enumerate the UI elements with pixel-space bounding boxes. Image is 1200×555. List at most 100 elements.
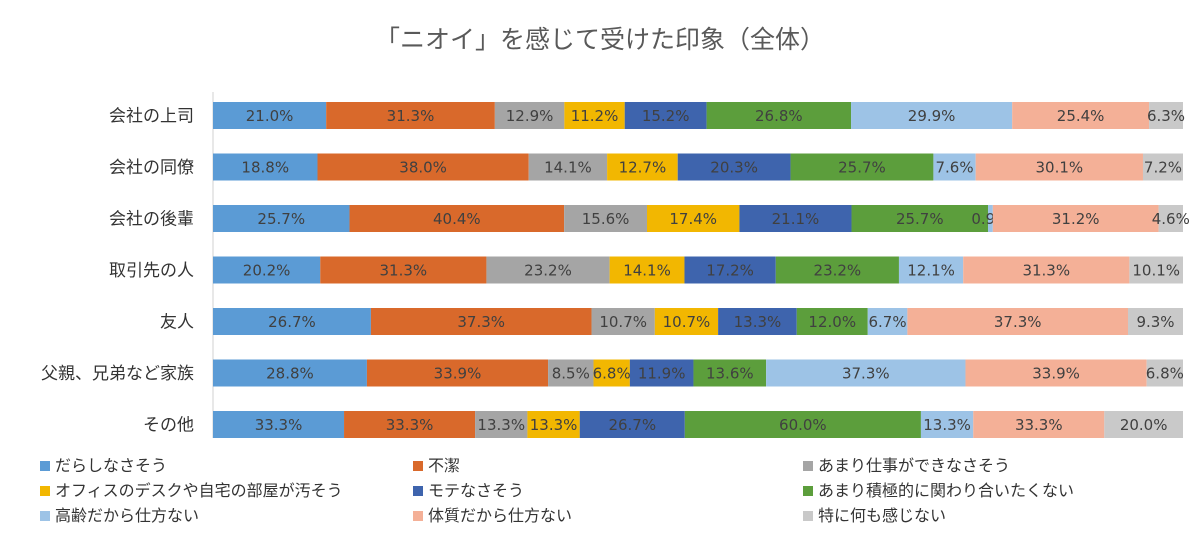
category-label: その他 [143,416,194,436]
bar-segment [213,411,345,438]
data-label: 30.1% [1035,159,1083,177]
legend-label: 高齢だから仕方ない [55,506,199,525]
data-label: 38.0% [399,159,447,177]
data-label: 13.3% [530,416,578,434]
data-label: 26.7% [268,313,316,331]
data-label: 40.4% [433,210,481,228]
data-label: 23.2% [524,262,572,280]
bar-segment [1146,359,1183,387]
category-label: 会社の上司 [109,107,194,127]
data-label: 7.2% [1144,159,1182,177]
bar-segment [898,256,964,284]
data-label: 11.9% [638,365,686,383]
bar-segment [213,308,371,335]
bar-segment [609,256,685,284]
bar-segment [718,308,797,335]
chart-title: 「ニオイ」を感じて受けた印象（全体） [375,25,825,54]
bar-segment [326,102,495,129]
legend-label: 体質だから仕方ない [428,506,572,525]
legend-swatch [40,461,50,471]
bar-segment [684,256,776,284]
data-label: 12.1% [907,262,955,280]
data-label: 13.6% [706,365,754,383]
data-label: 15.6% [582,210,630,228]
data-label: 11.2% [571,107,619,125]
data-label: 25.7% [838,159,886,177]
data-label: 37.3% [994,313,1042,331]
data-label: 13.3% [923,416,971,434]
data-label: 13.3% [477,416,525,434]
legend-swatch [803,461,813,471]
plot-area: 会社の上司 21.0% 31.3% 12.9% 11.2% 15.2% 26.8% 29.9%… [41,92,1190,438]
data-label: 29.9% [908,107,956,125]
bar-segment [475,411,528,438]
bar-segment [593,359,630,387]
data-label: 37.3% [842,365,890,383]
bar-segment [907,308,1128,335]
bar-segment [607,153,678,181]
data-label: 26.7% [608,416,656,434]
category-label: 取引先の人 [109,261,194,281]
legend-label: あまり仕事ができなさそう [818,456,1010,475]
legend-swatch [413,511,423,521]
bar-segment [973,411,1105,438]
data-label: 4.6% [1152,210,1190,228]
data-label: 6.3% [1147,107,1185,125]
bar-segment [920,411,974,438]
data-label: 7.6% [935,159,973,177]
bar-segment [1012,102,1150,129]
bar-segment [684,411,921,438]
data-label: 26.8% [755,107,803,125]
legend-label: オフィスのデスクや自宅の部屋が汚そう [55,481,343,500]
data-label: 31.3% [380,262,428,280]
bar-segment [528,153,608,181]
bar-segment [527,411,580,438]
data-label: 33.3% [255,416,303,434]
bar-segment [1129,256,1183,284]
data-label: 13.3% [734,313,782,331]
bar-segment [564,102,625,129]
category-label: 会社の後輩 [109,210,194,230]
bar-segment [775,256,899,284]
bar-segment [963,256,1130,284]
data-label: 25.4% [1057,107,1105,125]
bar-segment [1104,411,1183,438]
bar-segment [320,256,487,284]
bar-segment [766,359,966,387]
category-label: 会社の同僚 [109,158,194,178]
data-label: 25.7% [257,210,305,228]
data-label: 20.3% [710,159,758,177]
data-label: 23.2% [814,262,862,280]
legend-label: 不潔 [428,456,460,475]
bar-segment [965,359,1147,387]
data-label: 60.0% [779,416,827,434]
data-label: 15.2% [642,107,690,125]
data-label: 31.3% [1022,262,1070,280]
bar-segment [1127,308,1183,335]
data-label: 31.2% [1052,210,1100,228]
data-label: 17.2% [706,262,754,280]
bar-segment [1158,205,1183,232]
data-label: 12.9% [506,107,554,125]
data-label: 28.8% [266,365,314,383]
bar-segment [975,153,1143,181]
data-label: 18.8% [241,159,289,177]
data-label: 31.3% [387,107,435,125]
data-label: 20.0% [1120,416,1168,434]
legend-swatch [803,486,813,496]
data-label: 25.7% [896,210,944,228]
legend-swatch [413,461,423,471]
bar-segment [796,308,868,335]
bar-segment [494,102,565,129]
bar-segment [677,153,791,181]
bar-segment [1142,153,1183,181]
data-label: 21.0% [246,107,294,125]
data-label: 33.3% [386,416,434,434]
bar-segment [992,205,1159,232]
legend-swatch [803,511,813,521]
bar-segment [213,153,318,181]
data-label: 12.0% [808,313,856,331]
legend-label: 特に何も感じない [818,506,946,525]
